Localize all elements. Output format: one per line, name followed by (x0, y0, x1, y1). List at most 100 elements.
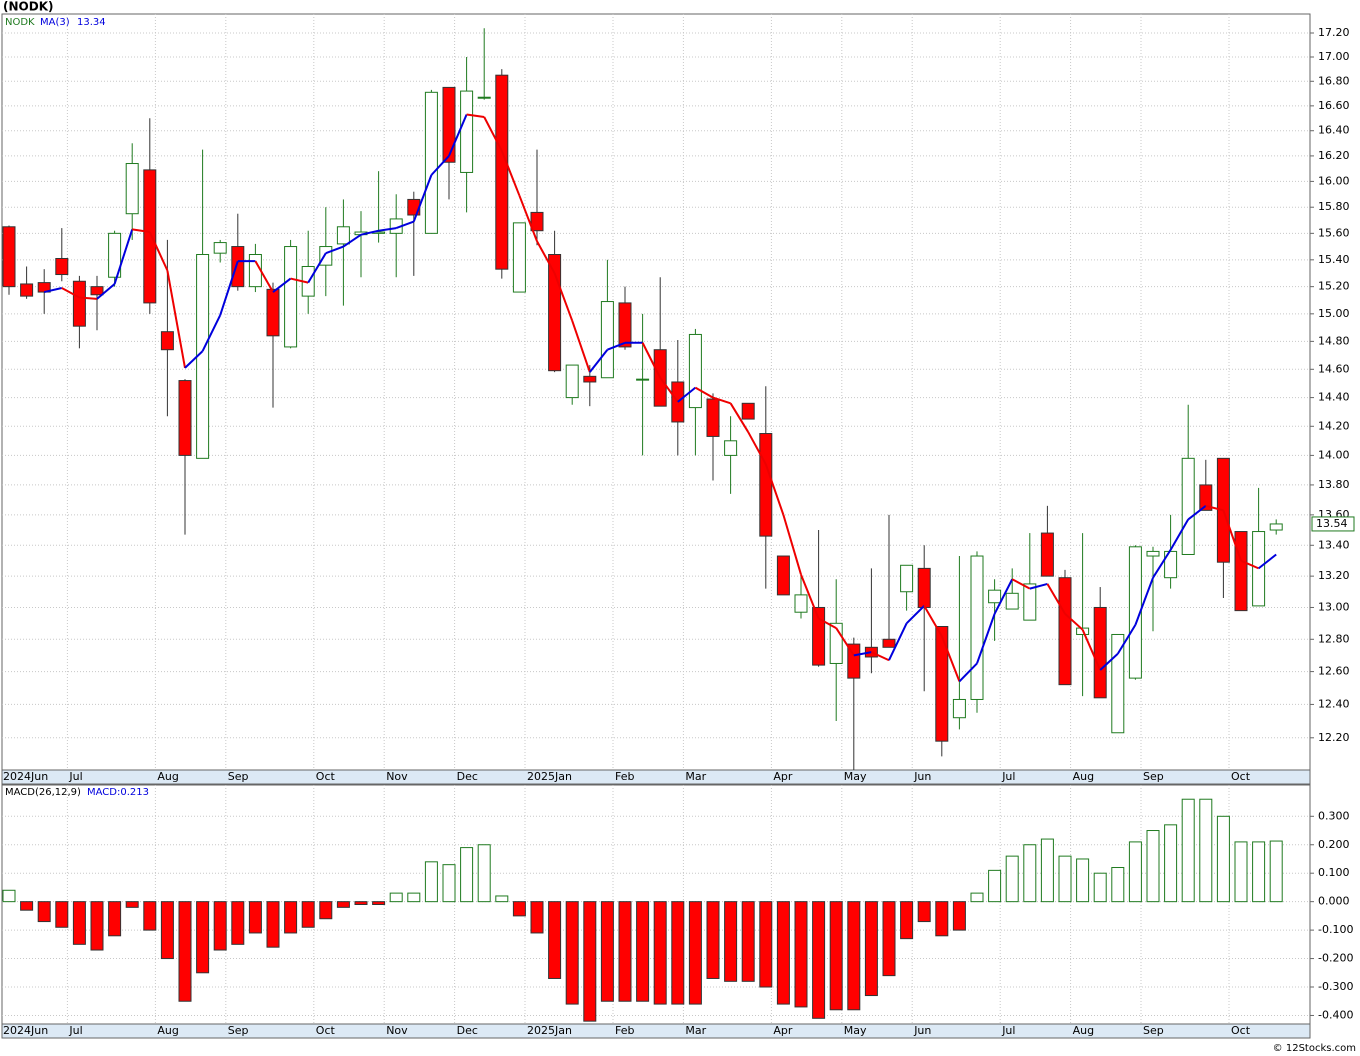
ma-line (553, 272, 574, 322)
macd-bar (794, 901, 808, 1008)
candle-body (970, 555, 984, 700)
x-tick-label: 2025Jan (527, 770, 572, 783)
macd-bar (583, 901, 597, 1022)
x-tick-label: Nov (386, 770, 408, 783)
x-tick-label: Feb (615, 770, 634, 783)
ma-line (800, 574, 820, 619)
candle-body (706, 398, 720, 437)
x-tick-label: Mar (685, 770, 706, 783)
macd-bar (829, 901, 843, 1011)
ma-line (677, 386, 697, 403)
y-tick-label: 17.20 (1318, 26, 1350, 39)
y-tick-label: 12.60 (1318, 665, 1350, 678)
candle-body (2, 226, 16, 288)
y-tick-label: 13.00 (1318, 600, 1350, 613)
candle-body (917, 567, 931, 608)
y-tick-label: 0.200 (1318, 838, 1350, 851)
ma-line (782, 514, 802, 575)
macd-bar (90, 901, 104, 951)
y-tick-label: 17.00 (1318, 50, 1350, 63)
candle-body (512, 222, 526, 293)
candle-body (618, 302, 632, 348)
y-tick-label: 16.60 (1318, 99, 1350, 112)
candle-body (266, 288, 280, 337)
candle-body (1252, 531, 1266, 607)
candle-body (160, 331, 174, 351)
candle-body (1128, 546, 1142, 679)
macd-bar (37, 901, 51, 923)
candle-body (847, 643, 861, 679)
ma-line (1081, 629, 1102, 671)
ma-line (96, 283, 116, 300)
x-tick-label: 2024Jun (3, 770, 48, 783)
candle-body (1058, 577, 1072, 686)
macd-bar (688, 901, 702, 1005)
ma-line (360, 229, 379, 236)
legend-entry: NODK (5, 17, 35, 28)
legend-entry: MA(3) (40, 17, 70, 28)
ma-line (325, 245, 344, 255)
candle-body (248, 254, 262, 288)
y-tick-label: 15.80 (1318, 200, 1350, 213)
candle-body (1111, 633, 1125, 734)
ma-line (1099, 653, 1119, 671)
macd-bar (530, 901, 544, 934)
candle-body (442, 86, 456, 163)
macd-bar (1252, 841, 1266, 903)
macd-bar (460, 847, 474, 903)
ma-line (166, 270, 186, 369)
x-tick-label: 2024Jun (3, 1024, 48, 1037)
candle-body (319, 246, 333, 266)
x-tick-label: Sep (228, 1024, 249, 1037)
y-tick-label: 14.40 (1318, 391, 1350, 404)
ma-line (976, 613, 996, 664)
y-tick-label: 16.80 (1318, 74, 1350, 87)
macd-bar (900, 901, 914, 940)
macd-bar (1076, 858, 1090, 903)
ma-line (184, 350, 204, 369)
macd-bar (125, 901, 139, 908)
y-tick-label: 12.40 (1318, 697, 1350, 710)
candle-body (1005, 592, 1019, 610)
ma-line (1029, 582, 1048, 590)
y-tick-label: 14.80 (1318, 334, 1350, 347)
macd-bar (671, 901, 685, 1005)
date-strip (1, 1023, 1311, 1039)
macd-bar (600, 901, 614, 1002)
x-tick-label: Aug (157, 1024, 178, 1037)
ma-line (905, 605, 925, 625)
macd-bar (178, 901, 192, 1002)
ma-line (764, 463, 785, 516)
ma-line (940, 635, 961, 682)
x-tick-label: Jul (1001, 1024, 1015, 1037)
macd-bar (213, 901, 227, 951)
ma-line (1169, 518, 1190, 551)
macd-bar (1093, 872, 1107, 903)
ma-line (378, 227, 397, 232)
macd-bar (1234, 841, 1248, 903)
ma-line (430, 155, 450, 176)
macd-bar (935, 901, 949, 937)
macd-bar (1146, 830, 1160, 903)
macd-bar (160, 901, 174, 960)
macd-bar (1199, 798, 1213, 903)
candle-body (1093, 606, 1107, 699)
x-tick-label: Apr (773, 1024, 793, 1037)
ma-line (395, 220, 415, 230)
macd-bar (636, 901, 650, 1002)
ma-line (712, 396, 731, 405)
copyright: © 12Stocks.com (1273, 1043, 1356, 1054)
macd-bar (1128, 841, 1142, 903)
candle-body (178, 380, 192, 456)
chart-title: (NODK) (3, 0, 53, 14)
ma-line (79, 296, 98, 300)
x-tick-label: Feb (615, 1024, 634, 1037)
macd-bar (1040, 838, 1054, 903)
candle-body (125, 163, 139, 215)
ma-line (113, 229, 134, 285)
y-tick-label: 15.60 (1318, 226, 1350, 239)
macd-bar (653, 901, 667, 1005)
y-tick-label: -0.200 (1318, 952, 1353, 965)
y-tick-label: 13.80 (1318, 478, 1350, 491)
y-tick-label: 12.80 (1318, 632, 1350, 645)
